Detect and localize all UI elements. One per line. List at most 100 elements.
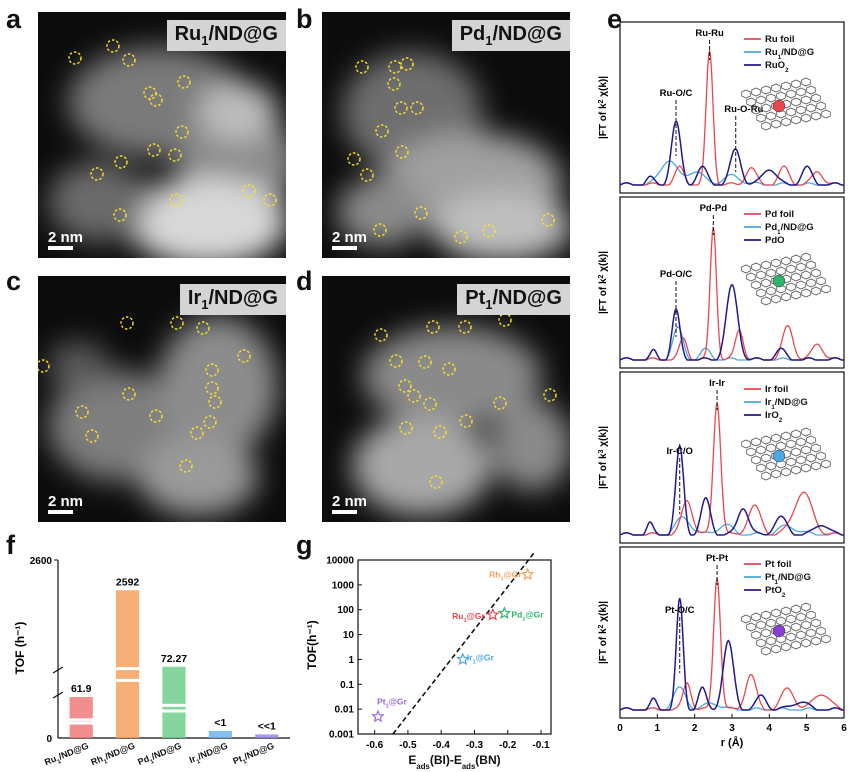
graphene-hexagon <box>791 290 801 300</box>
graphene-hexagon <box>801 620 811 630</box>
graphene-hexagon <box>801 270 811 280</box>
graphene-hexagon <box>811 443 821 453</box>
graphene-hexagon <box>781 81 791 91</box>
graphene-hexagon <box>776 284 786 294</box>
graphene-hexagon <box>806 628 816 638</box>
panel-label-a: a <box>6 4 22 34</box>
exafs-annotation: Pt-Pt <box>706 553 729 564</box>
graphene-hexagon <box>761 296 771 306</box>
point-label-Rh: Rh1@Gr <box>489 570 522 583</box>
stem-image-a: Ru1/ND@G 2 nm <box>38 12 286 258</box>
bar-Pd <box>162 666 186 738</box>
exafs-annotation: Ir-C/O <box>667 446 693 457</box>
bar-Ir <box>208 730 232 738</box>
g-x-tick-label: -0.2 <box>499 740 517 751</box>
atom-marker <box>196 321 210 335</box>
graphene-hexagon <box>771 119 781 129</box>
graphene-hexagon <box>806 103 816 113</box>
exafs-subpanel-Pd: |FT of k2 χ(k)| Pd-Pd Pd-O/C Pd foil Pd1/ND@… <box>598 196 845 369</box>
bar-category-label: Ru1/ND@G <box>43 741 91 770</box>
graphene-hexagon <box>796 630 806 640</box>
exafs-annotation: Ru-Ru <box>695 28 724 39</box>
point-label-Pd: Pd1@Gr <box>511 609 544 622</box>
graphene-hexagon <box>801 113 811 123</box>
graphene-hexagon <box>751 437 761 447</box>
graphene-hexagon <box>801 252 811 262</box>
atom-marker <box>458 320 472 334</box>
atom-marker <box>90 167 104 181</box>
bar-break <box>115 678 141 682</box>
g-x-tick-label: -0.6 <box>366 740 384 751</box>
graphene-hexagon <box>786 107 796 117</box>
graphene-hexagon <box>746 272 756 282</box>
g-y-tick-label: 1000 <box>332 580 355 591</box>
graphene-hexagon <box>766 286 776 296</box>
stem-texture-d <box>352 313 570 516</box>
atom-marker <box>414 206 428 220</box>
bar-break <box>161 703 187 707</box>
panel-label-e: e <box>607 4 623 34</box>
graphene-hexagon <box>791 640 801 650</box>
exafs-annotation: Pd-O/C <box>660 269 692 280</box>
bar-category-label: Rh1/ND@G <box>89 741 137 770</box>
graphene-hexagon <box>801 602 811 612</box>
graphene-hexagon <box>796 262 806 272</box>
graphene-hexagon <box>751 262 761 272</box>
graphene-hexagon <box>781 642 791 652</box>
graphene-hexagon <box>761 471 771 481</box>
graphene-hexagon <box>771 644 781 654</box>
curve-foil-Pt <box>619 577 844 711</box>
graphene-hexagon <box>796 87 806 97</box>
graphene-hexagon <box>751 612 761 622</box>
atom-marker <box>203 415 217 429</box>
graphene-hexagon <box>776 616 786 626</box>
atom-marker <box>122 387 136 401</box>
atom-marker <box>482 224 496 238</box>
graphene-hexagon <box>801 445 811 455</box>
g-y-tick-label: 1 <box>348 655 354 666</box>
bar-Ru <box>69 697 93 738</box>
graphene-hexagon <box>796 105 806 115</box>
g-y-tick-label: 100 <box>337 605 354 616</box>
graphene-hexagon <box>776 109 786 119</box>
point-Pt <box>371 709 385 723</box>
graphene-hexagon <box>771 83 781 93</box>
atom-marker <box>399 421 413 435</box>
atom-marker <box>442 362 456 376</box>
exafs-annotation: Pt-O/C <box>665 605 695 616</box>
exafs-y-label: |FT of k2 χ(k)| <box>598 601 610 664</box>
bar-value-label: <<1 <box>258 720 276 732</box>
g-x-tick-label: -0.4 <box>433 740 451 751</box>
graphene-hexagon <box>771 294 781 304</box>
graphene-hexagon <box>781 117 791 127</box>
stem-texture-b <box>337 52 570 258</box>
e-x-tick-label: 4 <box>767 723 773 734</box>
graphene-hexagon <box>776 459 786 469</box>
atom-marker <box>394 101 408 115</box>
graphene-hexagon <box>756 288 766 298</box>
exafs-annotation: Ir-Ir <box>709 378 725 389</box>
scale-bar-b <box>332 246 357 250</box>
graphene-hexagon <box>791 604 801 614</box>
atom-marker <box>149 409 163 423</box>
curve-foil-Ru <box>619 50 844 186</box>
bar-category-label: Ir1/ND@G <box>188 741 230 768</box>
legend-label: Pd1/ND@G <box>765 222 814 236</box>
atom-marker <box>400 57 414 71</box>
curve-oxide-Ru <box>619 120 844 186</box>
g-y-tick-label: 0.001 <box>329 730 354 741</box>
graphene-hexagon <box>761 121 771 131</box>
g-x-tick-label: -0.1 <box>532 740 550 751</box>
atom-marker <box>387 77 401 91</box>
graphene-hexagon <box>776 266 786 276</box>
graphene-hexagon <box>766 93 776 103</box>
g-y-label: TOF(h⁻¹) <box>305 620 319 669</box>
graphene-hexagon <box>766 268 776 278</box>
atom-marker <box>149 93 163 107</box>
graphene-hexagon <box>761 628 771 638</box>
graphene-hexagon <box>806 260 816 270</box>
graphene-hexagon <box>766 111 776 121</box>
scale-text-d: 2 nm <box>332 493 368 510</box>
graphene-sheet-Pd <box>741 252 831 306</box>
exafs-subpanel-Ir: |FT of k3 χ(k)| Ir-Ir Ir-C/O Ir foil Ir1/ND@… <box>598 371 845 544</box>
